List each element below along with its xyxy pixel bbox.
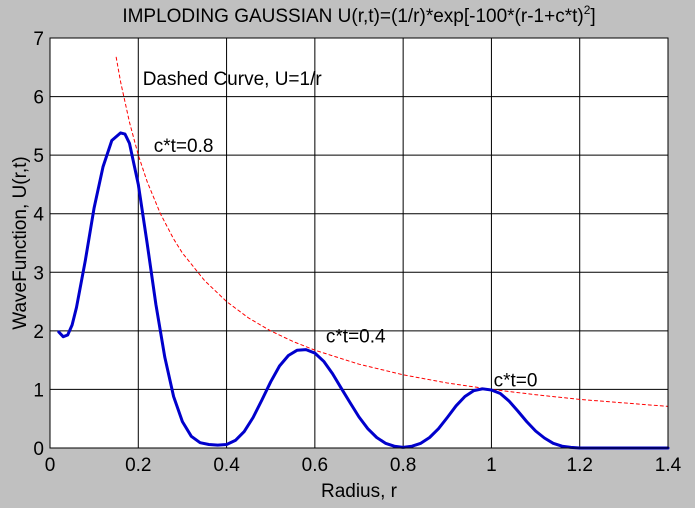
- chart-title-main: IMPLODING GAUSSIAN U(r,t)=(1/r)*exp[-100…: [122, 6, 583, 27]
- y-tick-label: 5: [33, 146, 44, 167]
- y-tick-label: 4: [33, 205, 44, 226]
- solid-series-layer: [57, 131, 670, 450]
- x-tick-label: 0: [45, 455, 56, 476]
- chart-title: IMPLODING GAUSSIAN U(r,t)=(1/r)*exp[-100…: [122, 3, 595, 27]
- y-tick-label: 6: [33, 88, 44, 109]
- y-tick-label: 7: [33, 29, 44, 50]
- y-axis-label: WaveFunction, U(r,t): [10, 156, 31, 330]
- x-tick-label: 0.4: [213, 455, 240, 476]
- tick-labels: 0 0.2 0.4 0.6 0.8 1 1.2 1.4 0 1 2 3 4 5 6 7: [33, 29, 681, 476]
- y-tick-label: 1: [33, 380, 44, 401]
- x-tick-label: 0.2: [125, 455, 151, 476]
- x-tick-label: 1: [486, 455, 497, 476]
- chart-title-suffix: ]: [590, 6, 595, 27]
- chart-title-superscript: 2: [584, 3, 591, 17]
- annotation-label: c*t=0: [494, 371, 538, 392]
- x-axis-label: Radius, r: [321, 481, 398, 502]
- x-tick-label: 1.4: [655, 455, 682, 476]
- annotation-label: c*t=0.8: [154, 136, 214, 157]
- solid-series-line: [57, 131, 670, 450]
- dashed-series-line: [115, 56, 669, 407]
- plot-area: [50, 38, 668, 448]
- x-tick-label: 1.2: [567, 455, 593, 476]
- annotation-label: Dashed Curve, U=1/r: [143, 69, 323, 90]
- y-tick-label: 0: [33, 439, 44, 460]
- x-tick-label: 0.8: [390, 455, 416, 476]
- dashed-series-layer: [115, 56, 669, 407]
- annotation-label: c*t=0.4: [326, 327, 386, 348]
- y-tick-label: 2: [33, 322, 44, 343]
- plot-frame: [49, 37, 669, 449]
- annotations: Dashed Curve, U=1/r c*t=0.8 c*t=0.4 c*t=0: [143, 69, 538, 392]
- y-tick-label: 3: [33, 263, 44, 284]
- x-tick-label: 0.6: [302, 455, 328, 476]
